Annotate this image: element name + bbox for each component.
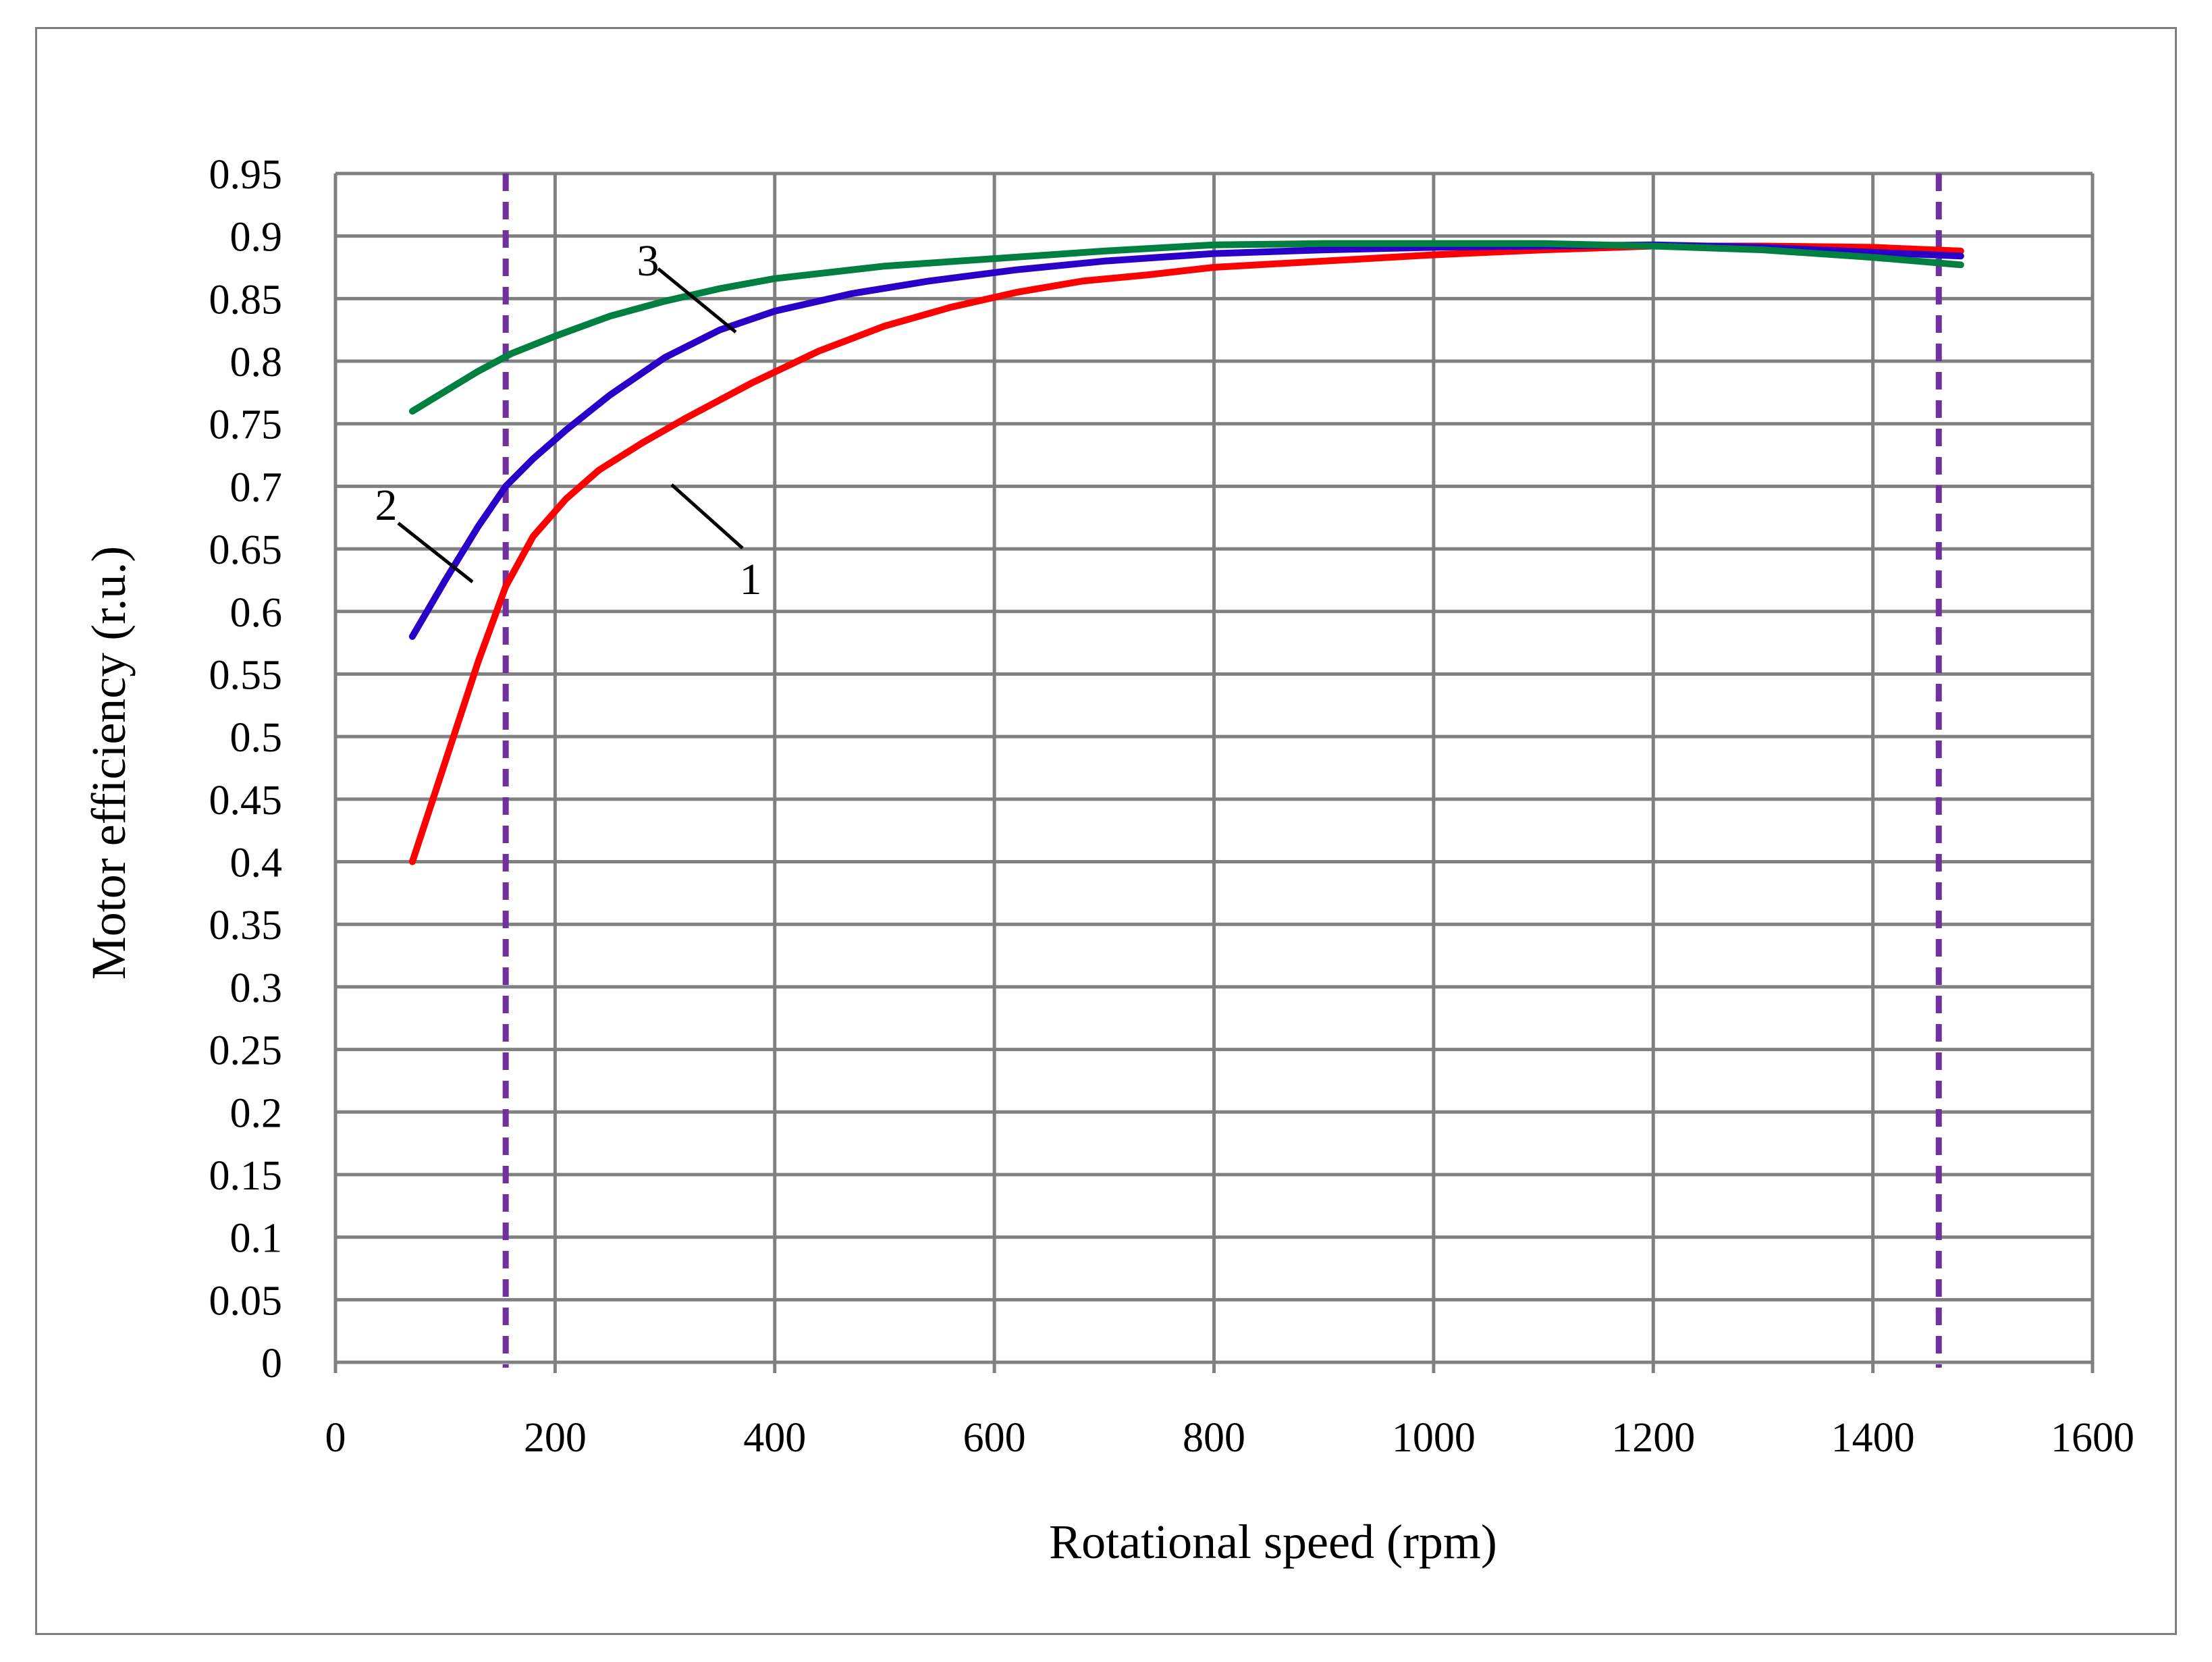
annotation-leader-1 [670, 483, 744, 549]
y-tick-label: 0.95 [209, 152, 283, 198]
x-tick-label: 1000 [1392, 1415, 1476, 1461]
y-tick-label: 0.25 [209, 1028, 283, 1074]
annotation-leader-3 [657, 267, 737, 333]
x-tick-label: 400 [743, 1415, 806, 1461]
y-tick-label: 0.2 [230, 1090, 283, 1136]
y-tick-label: 0.4 [230, 840, 283, 886]
y-axis-title: Motor efficiency (r.u.) [82, 546, 136, 980]
series-line-1 [408, 242, 1964, 865]
y-tick-label: 0.8 [230, 340, 283, 385]
x-tick-label: 1200 [1611, 1415, 1695, 1461]
y-tick-label: 0.75 [209, 402, 283, 448]
chart-frame [35, 27, 2177, 1635]
reference-lines [502, 173, 1942, 1368]
y-tick-label: 0.85 [209, 277, 283, 323]
y-tick-label: 0 [261, 1341, 282, 1387]
y-tick-label: 0.9 [230, 215, 283, 261]
y-tick-label: 0.3 [230, 965, 283, 1011]
annotation-label-3: 3 [637, 236, 659, 286]
annotation-label-1: 1 [740, 555, 762, 604]
x-tick-label: 1600 [2051, 1415, 2134, 1461]
y-tick-label: 0.55 [209, 652, 283, 698]
annotations: 1 2 3 [375, 236, 762, 604]
x-tick-label: 1400 [1831, 1415, 1915, 1461]
x-tick-label: 200 [524, 1415, 587, 1461]
series-line-3 [408, 240, 1964, 415]
annotation-leader-2 [397, 522, 474, 583]
y-tick-label: 0.6 [230, 590, 283, 636]
y-tick-label: 0.45 [209, 778, 283, 824]
grid-layer [333, 171, 2095, 1373]
x-tick-label: 600 [963, 1415, 1026, 1461]
x-tick-label: 800 [1183, 1415, 1245, 1461]
y-tick-label: 0.5 [230, 715, 283, 761]
y-tick-label: 0.15 [209, 1153, 283, 1199]
x-axis-title: Rotational speed (rpm) [1049, 1515, 1497, 1569]
y-tick-label: 0.05 [209, 1278, 283, 1324]
x-tick-label: 0 [325, 1415, 346, 1461]
tick-labels: 0 0.05 0.1 0.15 0.2 0.25 0.3 0.35 0.4 0.45 0.5 0.55… [209, 152, 2135, 1461]
y-tick-label: 0.1 [230, 1216, 283, 1262]
annotation-label-2: 2 [375, 481, 398, 530]
y-tick-label: 0.7 [230, 464, 283, 510]
y-tick-label: 0.35 [209, 903, 283, 948]
series-layer [408, 240, 1964, 865]
y-tick-label: 0.65 [209, 527, 283, 573]
